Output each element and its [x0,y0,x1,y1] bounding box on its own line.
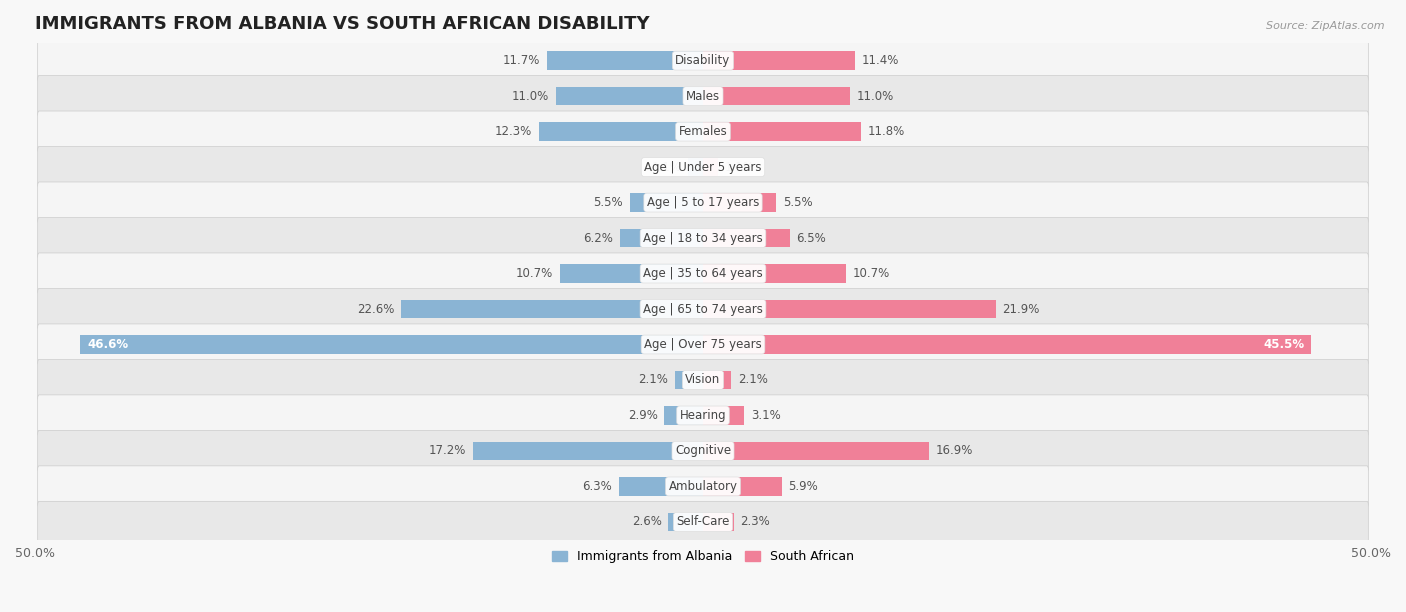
Bar [547,51,703,70]
Bar [703,371,731,389]
FancyBboxPatch shape [38,288,1368,330]
Text: 2.1%: 2.1% [738,373,768,387]
Text: 2.6%: 2.6% [631,515,662,528]
Text: 2.9%: 2.9% [627,409,658,422]
Bar [703,335,1310,354]
FancyBboxPatch shape [38,359,1368,401]
Text: Age | Under 5 years: Age | Under 5 years [644,160,762,174]
Text: Self-Care: Self-Care [676,515,730,528]
FancyBboxPatch shape [38,253,1368,294]
Bar [675,371,703,389]
Bar [703,122,860,141]
Bar [703,442,929,460]
Text: Age | 65 to 74 years: Age | 65 to 74 years [643,302,763,316]
FancyBboxPatch shape [38,501,1368,542]
FancyBboxPatch shape [38,111,1368,152]
Text: 5.5%: 5.5% [593,196,623,209]
Bar [703,51,855,70]
Bar [80,335,703,354]
Text: 12.3%: 12.3% [495,125,531,138]
FancyBboxPatch shape [38,146,1368,188]
Bar [703,477,782,496]
FancyBboxPatch shape [38,324,1368,365]
Text: Hearing: Hearing [679,409,727,422]
Text: 10.7%: 10.7% [852,267,890,280]
Bar [703,264,846,283]
FancyBboxPatch shape [38,182,1368,223]
Bar [620,229,703,247]
Text: 1.1%: 1.1% [724,160,754,174]
Text: 1.1%: 1.1% [652,160,682,174]
Bar [619,477,703,496]
FancyBboxPatch shape [38,430,1368,471]
Bar [703,87,851,105]
Bar [703,406,744,425]
FancyBboxPatch shape [38,75,1368,117]
Text: 6.5%: 6.5% [797,231,827,245]
Text: Cognitive: Cognitive [675,444,731,457]
Text: 11.8%: 11.8% [868,125,904,138]
Text: 5.5%: 5.5% [783,196,813,209]
Text: 2.1%: 2.1% [638,373,668,387]
FancyBboxPatch shape [38,395,1368,436]
Text: 45.5%: 45.5% [1263,338,1305,351]
Text: 17.2%: 17.2% [429,444,467,457]
Bar [703,513,734,531]
Bar [630,193,703,212]
Text: Age | 18 to 34 years: Age | 18 to 34 years [643,231,763,245]
Text: 21.9%: 21.9% [1002,302,1039,316]
Text: Males: Males [686,89,720,103]
Text: 11.0%: 11.0% [856,89,894,103]
Text: IMMIGRANTS FROM ALBANIA VS SOUTH AFRICAN DISABILITY: IMMIGRANTS FROM ALBANIA VS SOUTH AFRICAN… [35,15,650,33]
Bar [668,513,703,531]
Text: Ambulatory: Ambulatory [668,480,738,493]
Bar [703,193,776,212]
Bar [538,122,703,141]
FancyBboxPatch shape [38,466,1368,507]
Text: Disability: Disability [675,54,731,67]
Text: 46.6%: 46.6% [87,338,128,351]
Text: 11.0%: 11.0% [512,89,550,103]
Text: 3.1%: 3.1% [751,409,780,422]
Bar [664,406,703,425]
Bar [703,229,790,247]
Text: Females: Females [679,125,727,138]
Text: 5.9%: 5.9% [789,480,818,493]
FancyBboxPatch shape [38,217,1368,259]
Bar [703,300,995,318]
Text: 11.4%: 11.4% [862,54,900,67]
Text: Source: ZipAtlas.com: Source: ZipAtlas.com [1267,21,1385,31]
Legend: Immigrants from Albania, South African: Immigrants from Albania, South African [547,545,859,568]
FancyBboxPatch shape [38,40,1368,81]
Text: 22.6%: 22.6% [357,302,395,316]
Bar [703,158,717,176]
Text: 10.7%: 10.7% [516,267,554,280]
Text: Age | Over 75 years: Age | Over 75 years [644,338,762,351]
Text: 6.3%: 6.3% [582,480,612,493]
Text: 6.2%: 6.2% [583,231,613,245]
Bar [689,158,703,176]
Text: Age | 5 to 17 years: Age | 5 to 17 years [647,196,759,209]
Text: 16.9%: 16.9% [935,444,973,457]
Bar [474,442,703,460]
Bar [560,264,703,283]
Text: 11.7%: 11.7% [502,54,540,67]
Bar [401,300,703,318]
Text: 2.3%: 2.3% [741,515,770,528]
Text: Age | 35 to 64 years: Age | 35 to 64 years [643,267,763,280]
Bar [555,87,703,105]
Text: Vision: Vision [685,373,721,387]
